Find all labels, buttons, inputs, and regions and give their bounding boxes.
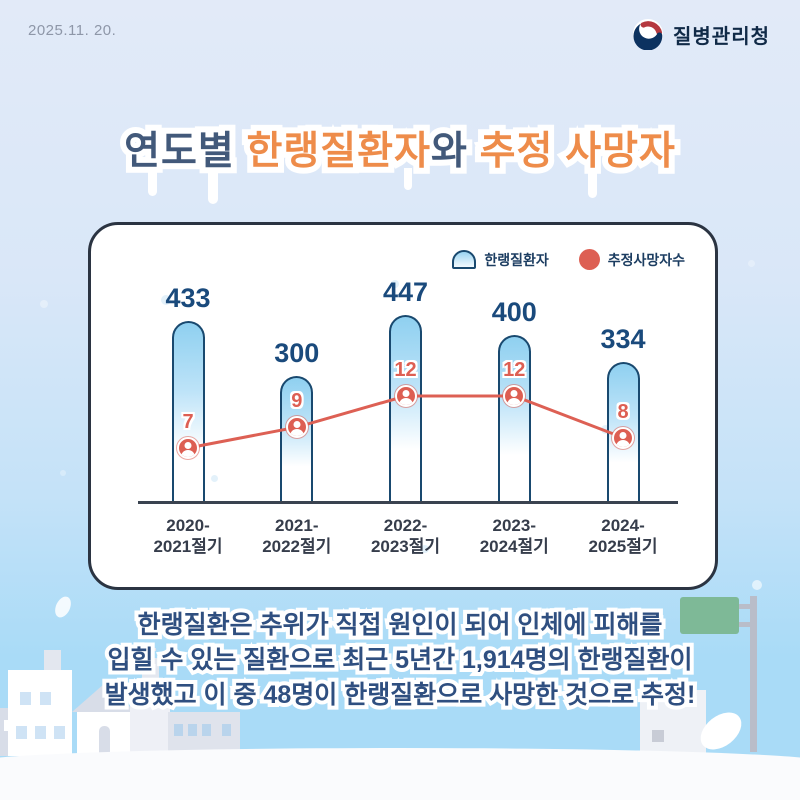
card-snow-dot [161, 295, 171, 305]
house-body [77, 712, 131, 757]
death-count-label: 7 [182, 411, 194, 433]
death-marker-icon [578, 249, 600, 270]
category-label: 2023- 2024절기 [479, 516, 549, 556]
category-label: 2024- 2025절기 [588, 516, 658, 556]
sign-pole [750, 596, 757, 752]
page-title: 연도별 한랭질환자와 추정 사망자 연도별 한랭질환자와 추정 사망자 [0, 120, 800, 179]
agency-name: 질병관리청 [673, 25, 770, 48]
snow-dot [748, 260, 755, 267]
card-snow-dot [391, 280, 399, 288]
death-count-label: 12 [394, 359, 417, 381]
icicle-drip [208, 168, 218, 204]
legend-label-patients: 한랭질환자 [484, 251, 549, 268]
sign-bracket [736, 604, 752, 609]
icicle-drip [148, 168, 157, 196]
death-marker [612, 426, 634, 449]
icicle-drip [404, 168, 412, 190]
sign-board [680, 597, 739, 634]
building-white [8, 670, 72, 756]
house-roof [72, 684, 136, 712]
category-label: 2022- 2023절기 [370, 516, 441, 556]
footer-text: 한랭질환은 추위가 직접 원인이 되어 인체에 피해를 입힐 수 있는 질환으로… [0, 607, 800, 713]
bar-legend-icon [452, 250, 477, 269]
category-label: 2021- 2022절기 [262, 516, 332, 556]
card-snow-dot [211, 475, 218, 482]
category-label: 2020- 2021절기 [153, 516, 223, 556]
icicle-drip [588, 168, 597, 198]
footer-line-3: 발생했고 이 중 48명이 한랭질환으로 사망한 것으로 추정! [104, 681, 696, 709]
footer-text-outline: 한랭질환은 추위가 직접 원인이 되어 인체에 피해를 입힐 수 있는 질환으로… [101, 607, 700, 713]
death-count-label: 8 [617, 400, 629, 423]
date-label: 2025.11. 20. [28, 22, 117, 39]
chart-card: 433 300 447 400 334 2020- 2021절기 2021- 2022절기 202… [88, 222, 718, 590]
church-cross-bar [145, 648, 156, 651]
death-marker [177, 437, 199, 459]
death-marker [285, 416, 308, 439]
death-marker [394, 385, 417, 407]
snow-ground [0, 748, 800, 800]
snow-dot [60, 470, 66, 476]
snow-dot [40, 300, 48, 308]
chart-legend: 한랭질환자 추정사망자수 [452, 249, 685, 270]
death-count-label: 9 [291, 390, 303, 413]
bar [389, 315, 422, 501]
church-steeple [142, 658, 159, 704]
church-body [130, 702, 170, 757]
legend-label-deaths: 추정사망자수 [607, 251, 685, 268]
bar-value-label: 400 [491, 297, 537, 327]
page-title-outline: 연도별 한랭질환자와 추정 사망자 [118, 124, 681, 179]
taegeuk-icon [632, 18, 664, 50]
x-axis-line [138, 501, 678, 504]
bar-value-label: 447 [382, 277, 429, 307]
chimney [44, 650, 61, 670]
building-right [640, 690, 706, 756]
agency-logo: 질병관리청 [632, 18, 770, 50]
legend-item-deaths: 추정사망자수 [578, 249, 685, 270]
sign-bracket [736, 622, 752, 627]
footer-line-2: 입힐 수 있는 질환으로 최근 5년간 1,914명의 한랭질환이 [107, 646, 693, 674]
snow-dot [752, 580, 762, 590]
card-snow-dot [421, 545, 429, 553]
plot-area: 433 300 447 400 334 2020- 2021절기 2021- 2022절기 202… [91, 225, 715, 587]
death-count-label: 12 [503, 359, 526, 381]
bar-value-label: 334 [600, 324, 646, 354]
bar-value-label: 300 [274, 338, 320, 368]
bar-value-label: 433 [165, 283, 211, 313]
legend-item-patients: 한랭질환자 [452, 250, 549, 270]
footer-line-1: 한랭질환은 추위가 직접 원인이 되어 인체에 피해를 [137, 611, 663, 639]
